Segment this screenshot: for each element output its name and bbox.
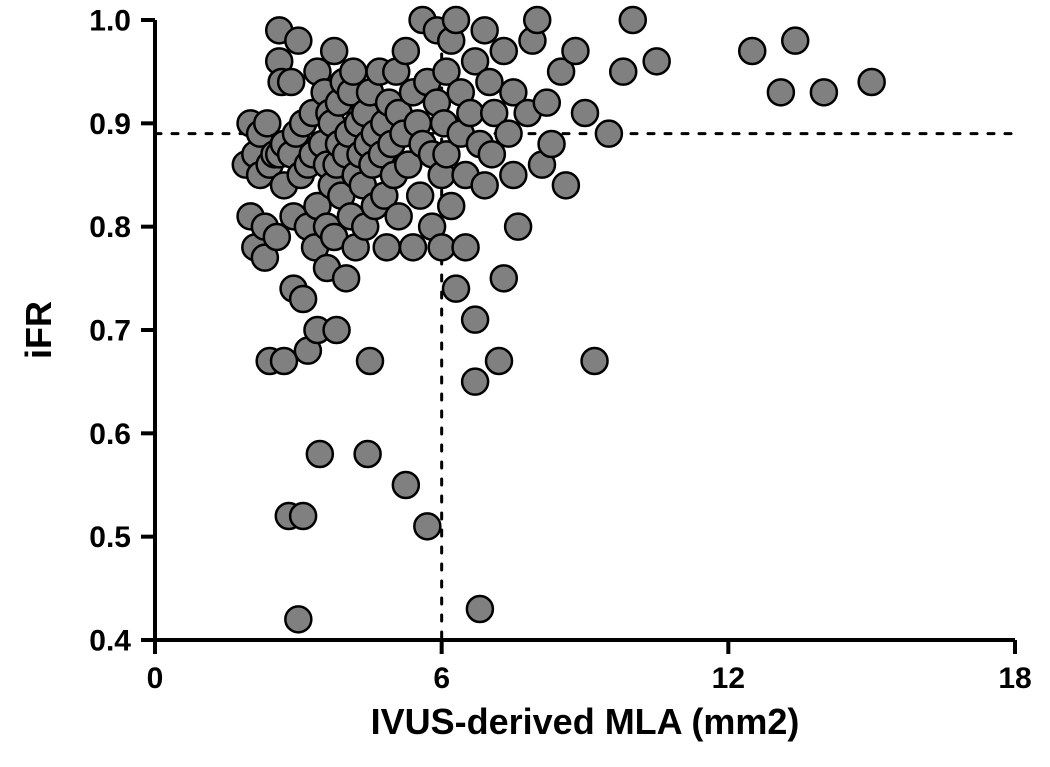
data-point <box>321 38 347 64</box>
data-point <box>859 69 885 95</box>
data-point <box>472 172 498 198</box>
data-point <box>582 348 608 374</box>
data-point <box>438 193 464 219</box>
data-point <box>620 7 646 33</box>
data-point <box>324 317 350 343</box>
data-point <box>491 265 517 291</box>
x-tick-label: 6 <box>433 662 450 695</box>
data-point <box>644 48 670 74</box>
data-point <box>534 90 560 116</box>
data-point <box>496 121 522 147</box>
data-point <box>782 28 808 54</box>
data-point <box>407 183 433 209</box>
data-point <box>462 307 488 333</box>
data-point <box>457 100 483 126</box>
y-tick-label: 0.4 <box>89 625 131 658</box>
data-point <box>393 472 419 498</box>
data-point <box>572 100 598 126</box>
data-point <box>374 234 400 260</box>
data-point <box>562 38 588 64</box>
data-point <box>386 203 412 229</box>
data-point <box>278 69 304 95</box>
data-point <box>553 172 579 198</box>
data-point <box>400 234 426 260</box>
data-point <box>610 59 636 85</box>
data-point <box>414 513 440 539</box>
data-point <box>271 348 297 374</box>
y-tick-label: 0.9 <box>89 108 131 141</box>
x-axis-label: IVUS-derived MLA (mm2) <box>371 701 800 742</box>
data-point <box>500 162 526 188</box>
data-point <box>486 348 512 374</box>
y-tick-label: 0.6 <box>89 418 131 451</box>
data-point <box>429 234 455 260</box>
y-tick-label: 0.5 <box>89 521 131 554</box>
y-axis-label: iFR <box>18 301 59 359</box>
data-point <box>467 596 493 622</box>
data-point <box>307 441 333 467</box>
y-tick-label: 0.8 <box>89 211 131 244</box>
data-point <box>453 234 479 260</box>
data-point <box>443 7 469 33</box>
x-tick-label: 18 <box>998 662 1031 695</box>
data-point <box>333 265 359 291</box>
data-point <box>393 38 419 64</box>
data-point <box>596 121 622 147</box>
data-point <box>768 79 794 105</box>
data-point <box>462 369 488 395</box>
data-point <box>811 79 837 105</box>
data-point <box>491 38 517 64</box>
data-point <box>355 441 381 467</box>
data-point <box>739 38 765 64</box>
data-point <box>524 7 550 33</box>
data-point <box>443 276 469 302</box>
y-tick-label: 0.7 <box>89 315 131 348</box>
data-point <box>476 69 502 95</box>
data-point <box>285 606 311 632</box>
data-point <box>505 214 531 240</box>
data-point <box>290 503 316 529</box>
y-tick-label: 1.0 <box>89 5 131 38</box>
data-point <box>290 286 316 312</box>
data-point <box>285 28 311 54</box>
data-point <box>539 131 565 157</box>
scatter-chart: 0 6 12 18 0.4 0.5 0.6 0.7 0.8 0.9 1.0 IVUS-derived … <box>0 0 1050 767</box>
chart-svg: 0 6 12 18 0.4 0.5 0.6 0.7 0.8 0.9 1.0 IVUS-derived … <box>0 0 1050 767</box>
data-point <box>472 17 498 43</box>
x-tick-label: 0 <box>147 662 164 695</box>
data-point <box>357 348 383 374</box>
x-tick-label: 12 <box>712 662 745 695</box>
